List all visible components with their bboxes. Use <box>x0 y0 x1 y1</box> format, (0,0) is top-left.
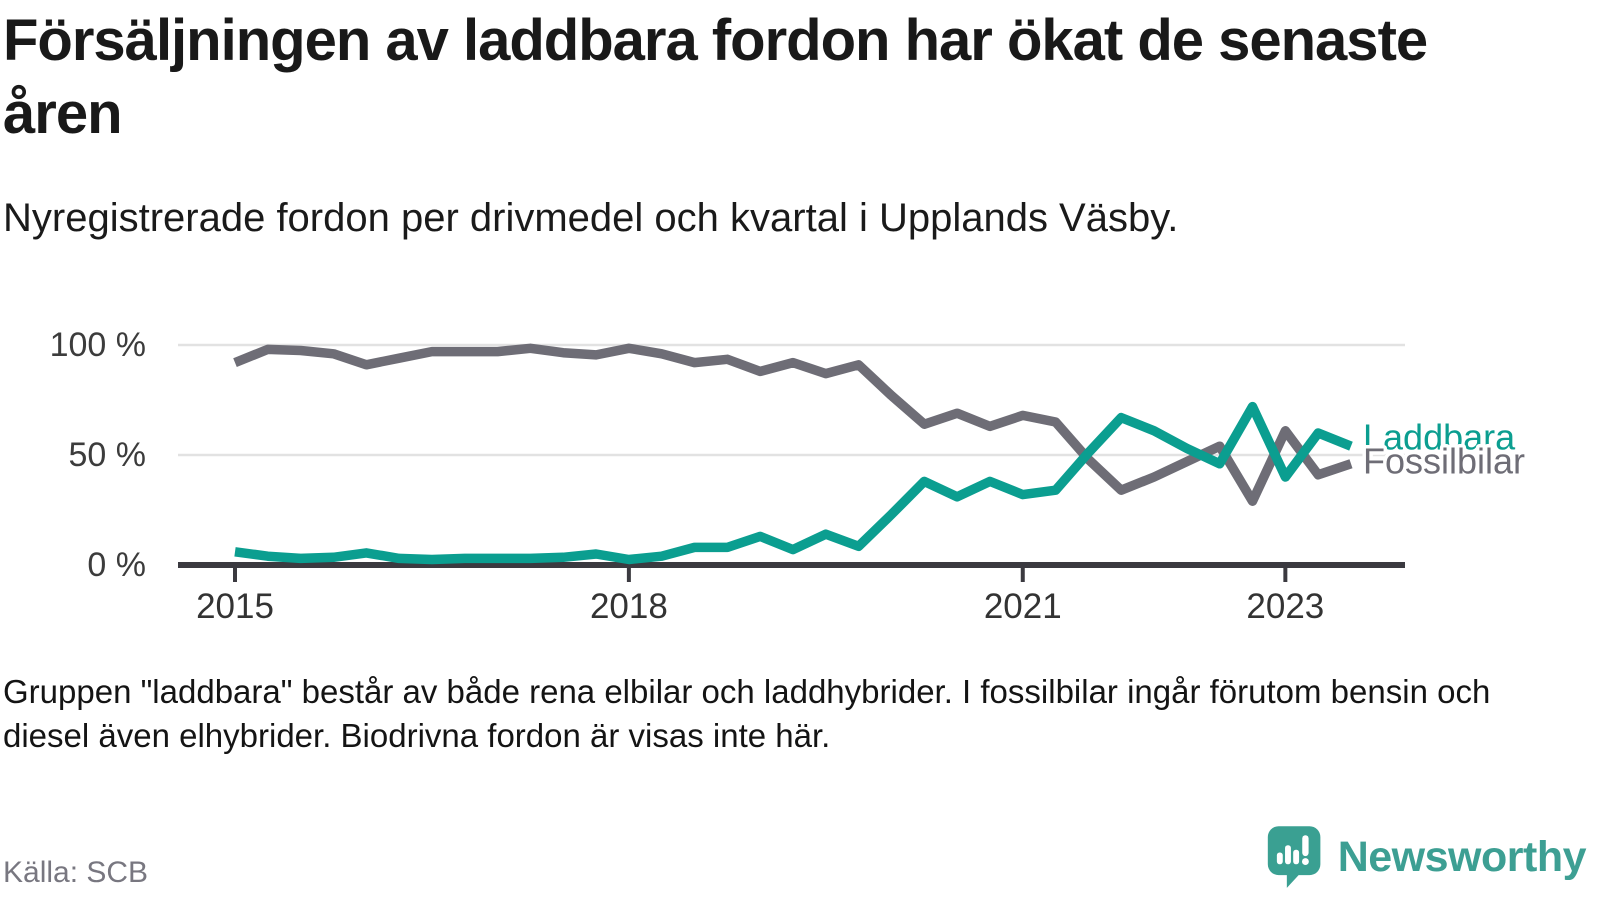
logo-bar-3 <box>1292 849 1299 865</box>
logo-bar-1 <box>1276 852 1283 865</box>
laddbara-line <box>234 401 1353 565</box>
chart-footnote: Gruppen "laddbara" består av både rena e… <box>3 673 1491 754</box>
line-chart-svg: 0 % 50 % 100 % 2015 2018 2021 2023 LaddbaraFoss… <box>50 326 1529 626</box>
chart-subtitle: Nyregistrerade fordon per drivmedel och … <box>3 196 1179 240</box>
x-tick-label: 2023 <box>1246 587 1324 626</box>
newsworthy-logo-icon <box>1267 826 1321 888</box>
legend-label-fossilbilar: Fossilbilar <box>1363 440 1525 481</box>
fossilbilar-line <box>233 343 1353 506</box>
newsworthy-brand: Newsworthy <box>1266 824 1587 890</box>
chart-area: 0 % 50 % 100 % 2015 2018 2021 2023 Laddbara Foss… <box>0 290 1600 650</box>
y-tick-label: 100 % <box>50 326 146 364</box>
source-label: Källa: SCB <box>3 856 149 889</box>
y-tick-label: 0 % <box>87 546 146 584</box>
y-tick-label: 50 % <box>69 436 147 474</box>
x-tick-label: 2015 <box>196 587 274 626</box>
logo-exclamation-bar <box>1301 835 1309 857</box>
x-tick-label: 2021 <box>984 587 1062 626</box>
x-tick-label: 2018 <box>590 587 668 626</box>
newsworthy-wordmark: Newsworthy <box>1337 832 1587 881</box>
logo-bar-2 <box>1284 845 1291 865</box>
logo-exclamation-dot <box>1301 858 1309 865</box>
page-title: Försäljningen av laddbara fordon har öka… <box>3 8 1428 147</box>
legend-label-laddbara: Laddbara <box>1363 417 1516 458</box>
